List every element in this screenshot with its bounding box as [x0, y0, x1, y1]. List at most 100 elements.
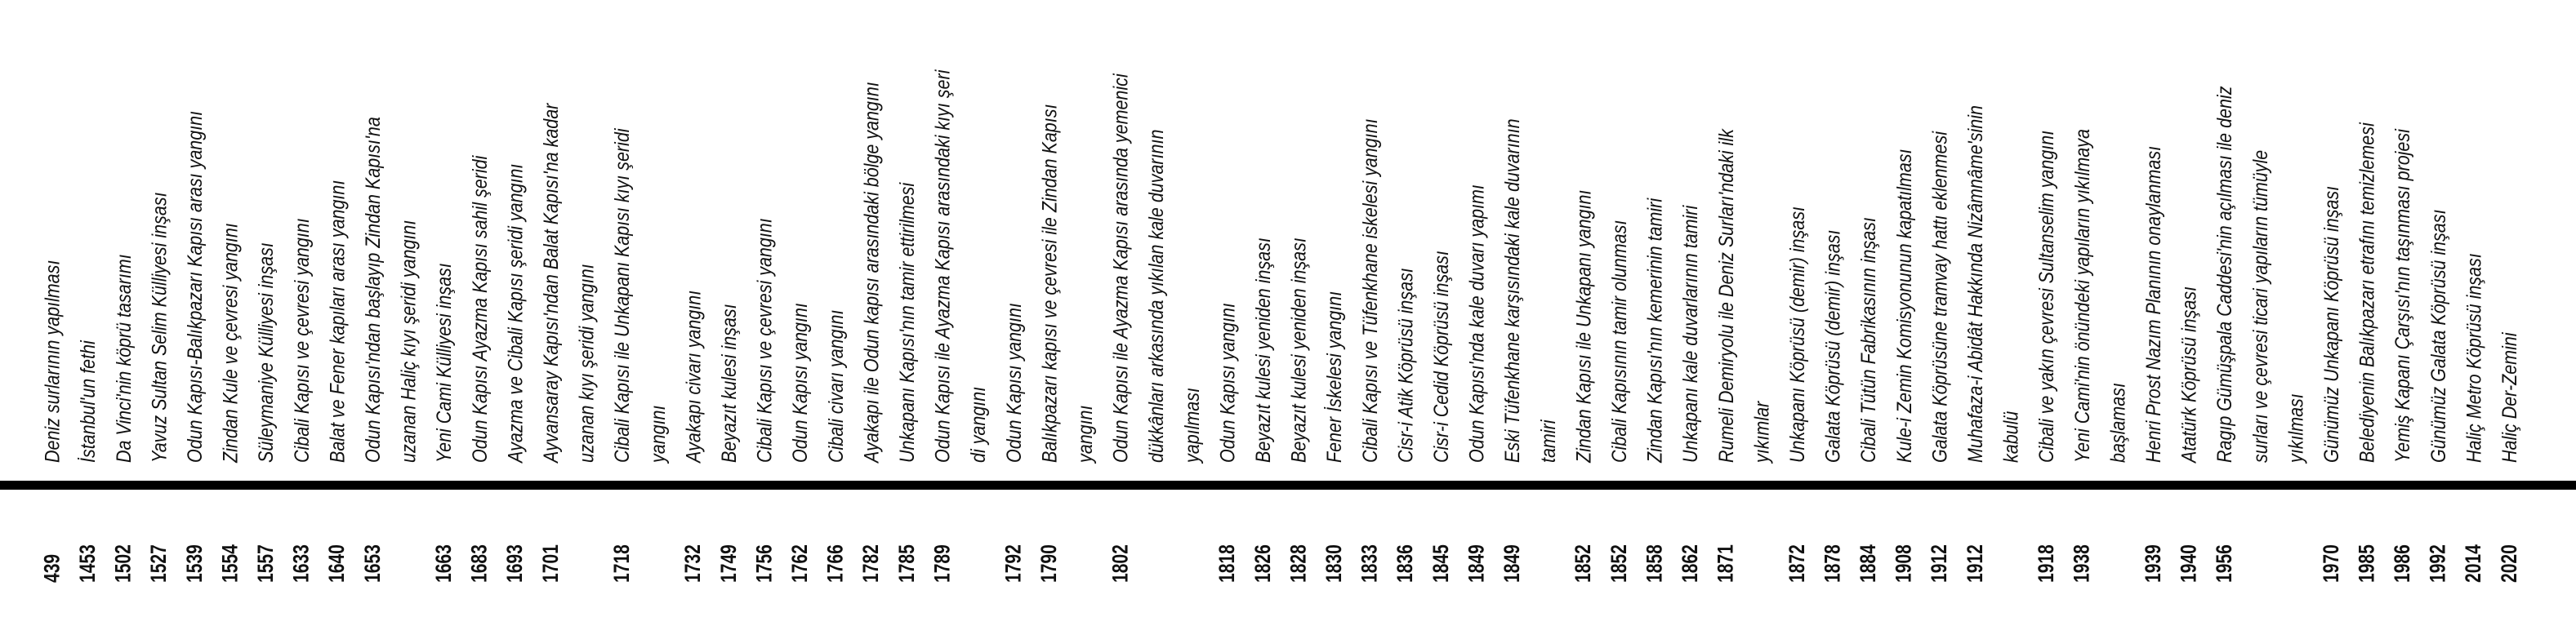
event-text: Cibali Kapısı ile Unkapanı Kapısı kıyı ş… [611, 128, 634, 463]
event-text: Beyazıt kulesi inşası [717, 304, 740, 463]
event-text: Odun Kapısı'ndan başlayıp Zindan Kapısı'… [361, 117, 384, 463]
event-text: Cibali Kapısı ve çevresi yangını [753, 218, 776, 463]
event-text: Cibali Tütün Fabrikasının inşası [1857, 217, 1880, 463]
event-text: Da Vinci'nin köprü tasarımı [112, 254, 135, 463]
event-text: Cisr-i Atik Köprüsü inşası [1394, 268, 1417, 463]
event-text: Haliç Der-Zemini [2498, 332, 2520, 463]
year: 1693 [503, 544, 528, 583]
year: 1749 [716, 544, 741, 583]
year: 1789 [930, 544, 955, 583]
year: 1785 [894, 544, 919, 583]
event-text: Süleymaniye Külliyesi inşası [255, 242, 278, 463]
year: 1502 [111, 544, 136, 583]
year: 1956 [2213, 544, 2237, 583]
year: 1992 [2426, 544, 2450, 583]
event-text: Günümüz Unkapanı Köprüsü inşası [2320, 186, 2342, 463]
year: 1940 [2177, 544, 2201, 583]
event-text: Odun Kapısı yangını [789, 303, 812, 463]
event-text: Cibali civarı yangını [824, 310, 847, 463]
event-text: Deniz surlarının yapılması [41, 260, 64, 463]
year: 1732 [681, 544, 706, 583]
event-text: başlaması [2106, 383, 2129, 463]
year: 1782 [859, 544, 884, 583]
year: 1970 [2319, 544, 2343, 583]
event-text: Cisr-i Cedid Köprüsü inşası [1429, 251, 1452, 463]
event-text: yıkılması [2284, 393, 2307, 464]
year: 1939 [2141, 544, 2165, 583]
event-text: Unkapanı Kapısı'nın tamir ettirilmesi [895, 182, 918, 463]
year: 1845 [1428, 544, 1453, 583]
year: 1912 [1963, 544, 1987, 583]
event-text: yangını [646, 406, 669, 464]
year: 1557 [254, 544, 279, 583]
event-text: Ragıp Gümüşpala Caddesi'nin açılması ile… [2213, 86, 2236, 463]
year: 2014 [2462, 544, 2486, 583]
event-text: Cibali Kapısı ve Tüfenkhane iskelesi yan… [1358, 118, 1381, 463]
year: 1640 [325, 544, 350, 583]
event-text: Odun Kapısı yangını [1216, 303, 1239, 463]
event-text: Haliç Metro Köprüsü inşası [2462, 253, 2485, 463]
year: 1633 [289, 544, 314, 583]
year: 1828 [1286, 544, 1311, 583]
event-text: Beyazıt kulesi yeniden inşası [1287, 237, 1310, 463]
event-text: tamiri [1536, 419, 1559, 463]
event-text: Zindan Kapısı'nın kemerinin tamiri [1643, 198, 1666, 464]
event-text: Atatürk Köprüsü inşası [2177, 286, 2200, 464]
year: 1849 [1464, 544, 1489, 583]
year: 2020 [2497, 544, 2521, 583]
event-text: İstanbul'un fethi [77, 340, 100, 463]
year: 1802 [1108, 544, 1133, 583]
year: 1884 [1856, 544, 1881, 583]
event-text: Ayakapı ile Odun kapısı arasındaki bölge… [860, 82, 883, 464]
event-text: Odun Kapısı ile Ayazma Kapısı arasındaki… [931, 69, 954, 463]
year: 1718 [610, 544, 635, 583]
year: 1872 [1785, 544, 1809, 583]
event-text: Galata Köprüsüne tramvay hattı eklenmesi [1928, 131, 1951, 463]
event-text: Balat ve Fener kapıları arası yangını [326, 180, 349, 463]
year: 1878 [1821, 544, 1845, 583]
event-text: Odun Kapısı yangını [1002, 303, 1025, 463]
event-text: Fener İskelesi yangını [1323, 291, 1346, 463]
event-text: surları ve çevresi ticari yapıların tümü… [2248, 150, 2271, 463]
year: 1852 [1571, 544, 1596, 583]
year: 1453 [76, 544, 100, 583]
event-text: Cibali Kapısı ve çevresi yangını [290, 218, 313, 463]
year: 1938 [2070, 544, 2094, 583]
event-text: Cibali ve yakın çevresi Sultanselim yang… [2035, 131, 2058, 463]
year: 1908 [1892, 544, 1916, 583]
event-text: Odun Kapısı ile Ayazma Kapısı arasında y… [1109, 73, 1132, 463]
year: 1862 [1678, 544, 1703, 583]
year: 1766 [823, 544, 848, 583]
event-text: Eski Tüfenkhane karşısındaki kale duvarı… [1501, 118, 1524, 463]
year: 1985 [2355, 544, 2379, 583]
event-text: Henri Prost Nazım Planının onaylanması [2141, 146, 2164, 463]
year: 1539 [182, 544, 207, 583]
event-text: yıkımlar [1750, 401, 1773, 464]
event-text: Yeni Cami'nin önündeki yapıların yıkılma… [2070, 129, 2093, 463]
event-text: Ayazma ve Cibali Kapısı şeridi yangını [504, 164, 527, 464]
event-text: Ayakapı civarı yangını [682, 291, 705, 464]
event-text: Unkapanı kale duvarlarının tamiri [1679, 205, 1702, 463]
event-text: Odun Kapısı-Balıkpazarı Kapısı arası yan… [183, 111, 206, 463]
divider-bar [0, 481, 2576, 490]
year: 1858 [1642, 544, 1667, 583]
year: 1986 [2391, 544, 2415, 583]
event-text: Odun Kapısı Ayazma Kapısı sahil şeridi [468, 155, 491, 463]
year: 439 [40, 554, 65, 583]
year: 1871 [1714, 544, 1738, 583]
event-text: Kule-i Zemin Komisyonunun kapatılması [1892, 149, 1915, 463]
event-text: Balıkpazarı kapısı ve çevresi ile Zindan… [1038, 104, 1061, 463]
year: 1833 [1357, 544, 1382, 583]
year: 1527 [147, 544, 172, 583]
year: 1830 [1322, 544, 1347, 583]
event-text: Ayvansaray Kapısı'ndan Balat Kapısı'na k… [539, 103, 562, 464]
event-text: Yavuz Sultan Selim Külliyesi inşası [148, 192, 171, 463]
year: 1918 [2035, 544, 2059, 583]
year: 1756 [752, 544, 777, 583]
year: 1912 [1928, 544, 1952, 583]
event-text: Zindan Kapısı ile Unkapanı yangını [1572, 190, 1595, 464]
event-text: yapılması [1180, 388, 1203, 464]
year: 1554 [218, 544, 243, 583]
